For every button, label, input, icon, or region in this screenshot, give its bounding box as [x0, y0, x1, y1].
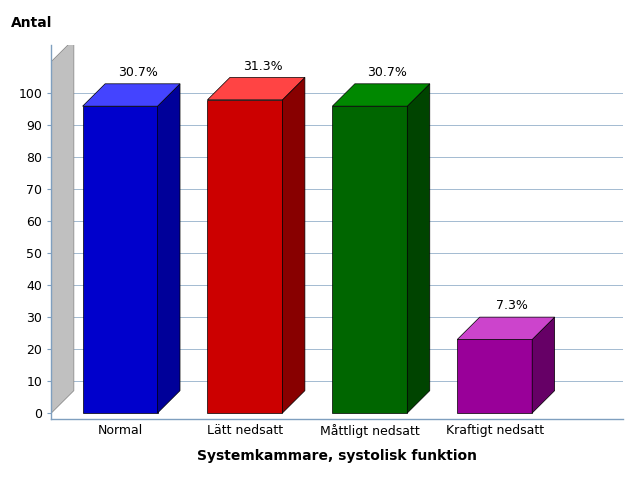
X-axis label: Systemkammare, systolisk funktion: Systemkammare, systolisk funktion — [197, 449, 477, 463]
Polygon shape — [457, 339, 532, 413]
Text: 30.7%: 30.7% — [118, 66, 157, 79]
Polygon shape — [207, 100, 282, 413]
Polygon shape — [207, 77, 305, 100]
Polygon shape — [457, 391, 555, 413]
Polygon shape — [207, 391, 305, 413]
Polygon shape — [532, 317, 555, 413]
Polygon shape — [157, 84, 180, 413]
Polygon shape — [332, 106, 407, 413]
Text: 30.7%: 30.7% — [367, 66, 407, 79]
Text: 31.3%: 31.3% — [243, 60, 282, 72]
Polygon shape — [457, 317, 555, 339]
Polygon shape — [332, 84, 430, 106]
Text: 7.3%: 7.3% — [496, 300, 528, 312]
Polygon shape — [407, 84, 430, 413]
Polygon shape — [83, 391, 180, 413]
Text: Antal: Antal — [12, 16, 52, 31]
Polygon shape — [51, 39, 74, 413]
Polygon shape — [83, 106, 157, 413]
Polygon shape — [332, 391, 430, 413]
Polygon shape — [282, 77, 305, 413]
Polygon shape — [83, 84, 180, 106]
